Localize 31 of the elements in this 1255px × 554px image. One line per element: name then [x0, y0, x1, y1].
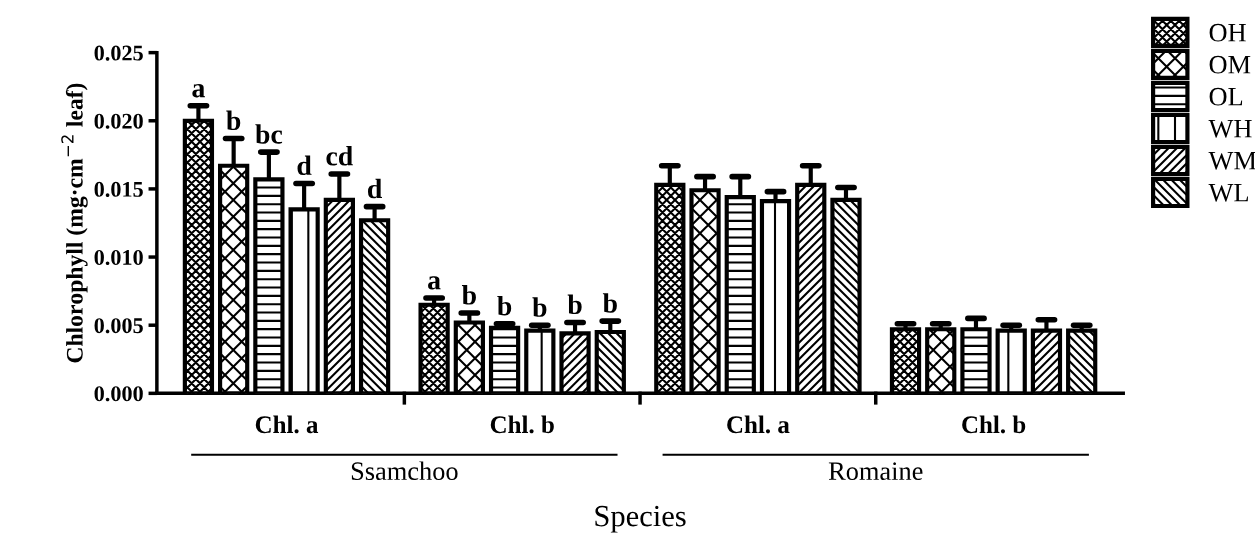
- data-label: cd: [326, 146, 353, 166]
- y-tick-label: 0.005: [94, 318, 143, 334]
- data-label: a: [192, 84, 205, 98]
- data-label: b: [567, 294, 582, 315]
- data-label: b: [461, 285, 476, 305]
- data-label: b: [532, 297, 547, 317]
- x-tick-label: Chl. a: [727, 415, 790, 434]
- data-label: a: [428, 276, 441, 290]
- y-tick-label: 0.015: [94, 181, 143, 197]
- y-tick-label: 0.000: [94, 386, 143, 402]
- x-tick-label: Chl. a: [255, 415, 319, 434]
- legend-label: WH: [1208, 120, 1252, 138]
- y-axis-title: Chlorophyll (mg·cm$^{−2}$ leaf): [61, 83, 88, 363]
- legend-label: OL: [1209, 87, 1243, 106]
- y-tick-label: 0.020: [94, 113, 143, 129]
- y-tick-label: 0.025: [94, 45, 143, 61]
- data-label: b: [226, 110, 241, 131]
- x-tick-label: Chl. b: [490, 415, 554, 434]
- data-label: bc: [255, 124, 283, 144]
- data-label: d: [297, 155, 312, 176]
- legend-label: OM: [1209, 55, 1251, 74]
- text: Ssamchoo: [351, 461, 458, 481]
- text: Romaine: [828, 462, 923, 481]
- x-axis-title: Species: [595, 505, 686, 533]
- data-label: b: [602, 293, 617, 313]
- x-tick-label: Chl. b: [962, 415, 1026, 434]
- data-label: b: [497, 295, 512, 316]
- data-label: d: [368, 178, 383, 199]
- legend-label: WL: [1208, 184, 1248, 202]
- legend-label: OH: [1209, 23, 1246, 42]
- y-tick-label: 0.010: [94, 249, 143, 266]
